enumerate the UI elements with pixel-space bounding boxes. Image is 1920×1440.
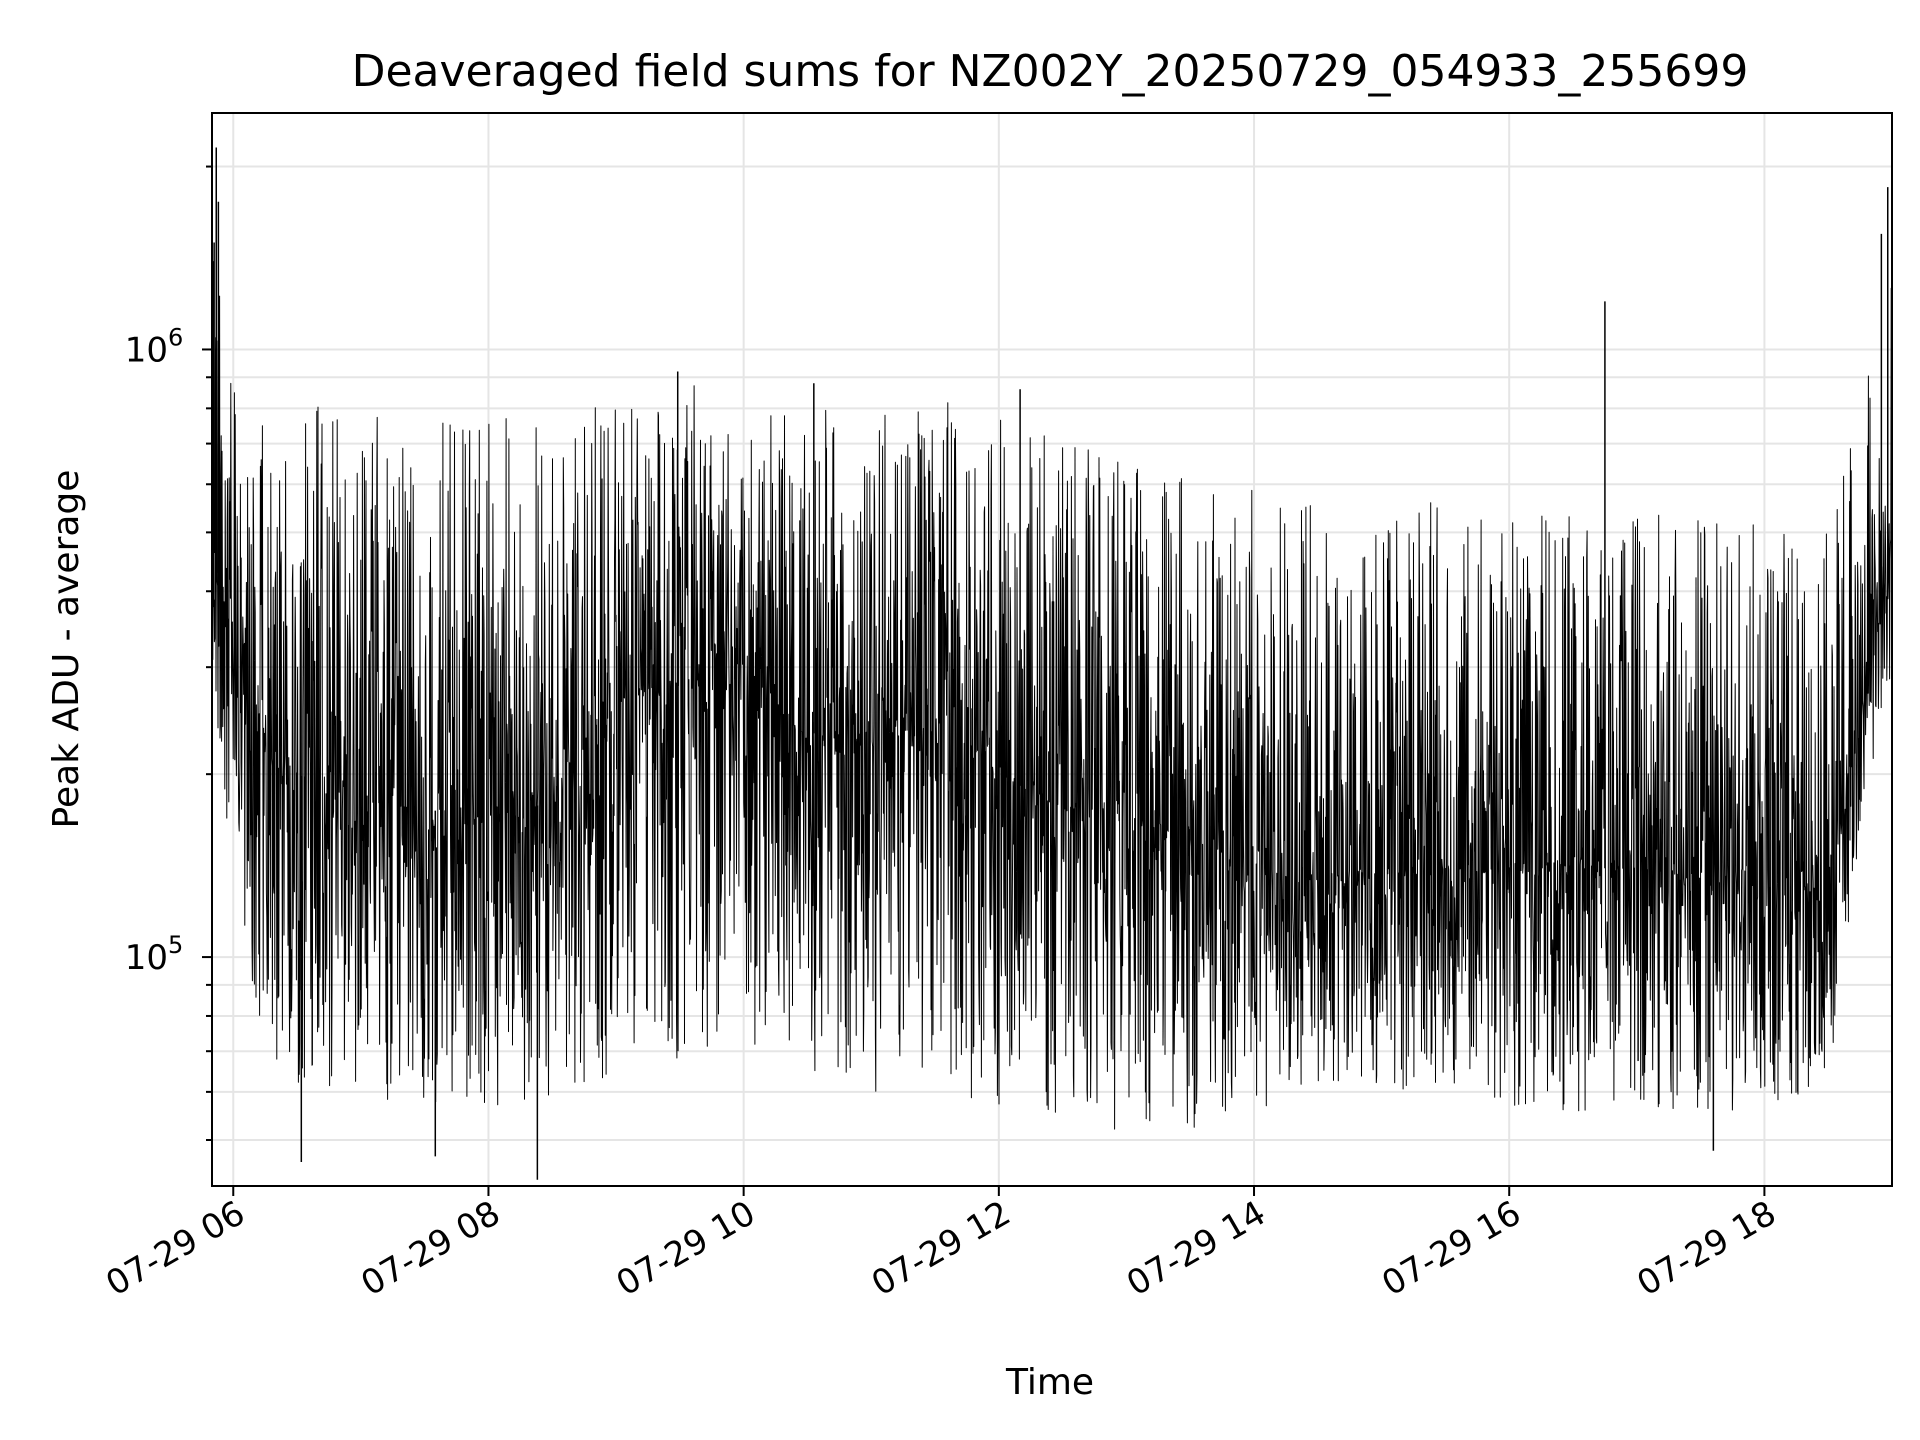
x-axis-label: Time (1005, 1362, 1094, 1403)
data-series (211, 147, 1893, 1180)
y-axis-label: Peak ADU - average (46, 470, 87, 829)
series-line (211, 261, 1893, 1130)
y-axis-ticks: 105 106 (125, 165, 212, 1141)
y-tick-label: 105 (125, 931, 184, 978)
plot-frame (211, 112, 1893, 1187)
chart-title: Deaveraged field sums for NZ002Y_2025072… (352, 46, 1749, 97)
y-tick-label: 106 (125, 323, 184, 370)
